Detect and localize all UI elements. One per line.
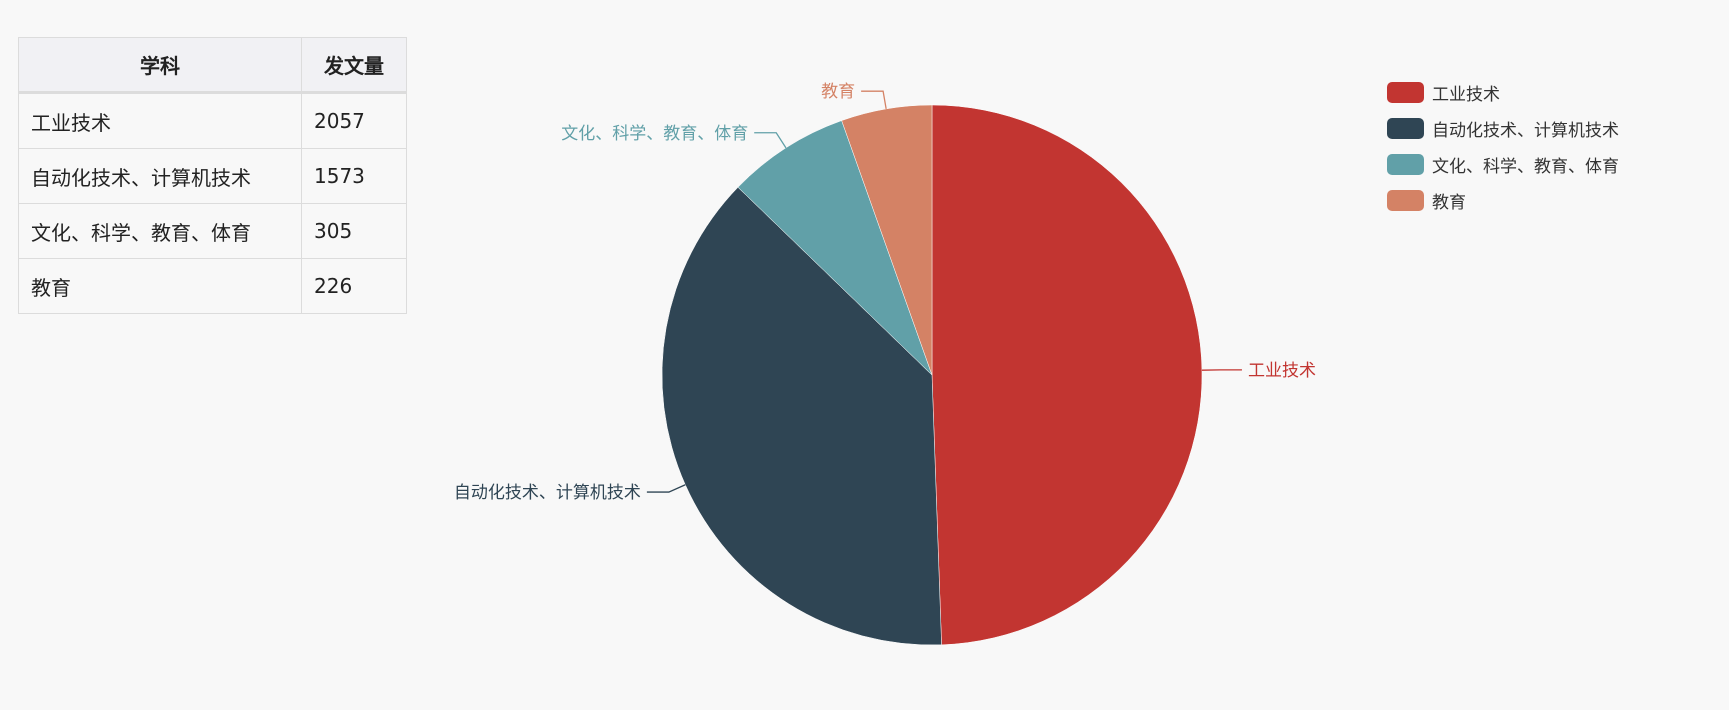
label-line [754,132,787,149]
legend-label: 自动化技术、计算机技术 [1432,120,1619,141]
table-row: 文化、科学、教育、体育 305 [18,203,407,259]
pie-slice[interactable] [661,186,942,646]
legend-item[interactable]: 教育 [1387,182,1619,218]
legend-label: 工业技术 [1432,84,1500,105]
slice-label: 教育 [821,82,855,102]
cell-count: 226 [301,258,407,314]
legend-swatch [1387,189,1424,211]
table-row: 自动化技术、计算机技术 1573 [18,148,407,204]
legend-label: 教育 [1432,192,1466,213]
cell-subject: 自动化技术、计算机技术 [18,148,302,204]
legend-swatch [1387,117,1424,139]
data-table: 学科 发文量 工业技术 2057 自动化技术、计算机技术 1573 文化、科学、教育… [18,37,407,314]
legend-item[interactable]: 自动化技术、计算机技术 [1387,110,1619,146]
legend-label: 文化、科学、教育、体育 [1432,156,1619,177]
legend-item[interactable]: 工业技术 [1387,74,1619,110]
legend-swatch [1387,81,1424,103]
slice-label: 自动化技术、计算机技术 [454,483,641,503]
cell-subject: 工业技术 [18,92,302,149]
slice-label: 工业技术 [1248,361,1316,381]
slice-label: 文化、科学、教育、体育 [561,124,748,144]
legend-swatch [1387,153,1424,175]
pie-chart: 工业技术 自动化技术、计算机技术 文化、科学、教育、体育 教育 [450,0,1729,710]
cell-count: 305 [301,203,407,259]
label-line [646,484,686,493]
table-row: 工业技术 2057 [18,92,407,149]
header-subject: 学科 [18,37,302,94]
pie-slice[interactable] [841,104,933,376]
legend: 工业技术 自动化技术、计算机技术 文化、科学、教育、体育 教育 [1387,74,1619,218]
cell-count: 1573 [301,148,407,204]
pie-slice[interactable] [931,104,1203,646]
legend-item[interactable]: 文化、科学、教育、体育 [1387,146,1619,182]
table-row: 教育 226 [18,258,407,314]
cell-subject: 文化、科学、教育、体育 [18,203,302,259]
cell-count: 2057 [301,92,407,149]
header-count: 发文量 [301,37,407,94]
table-header-row: 学科 发文量 [18,37,407,94]
cell-subject: 教育 [18,258,302,314]
label-line [861,90,887,110]
